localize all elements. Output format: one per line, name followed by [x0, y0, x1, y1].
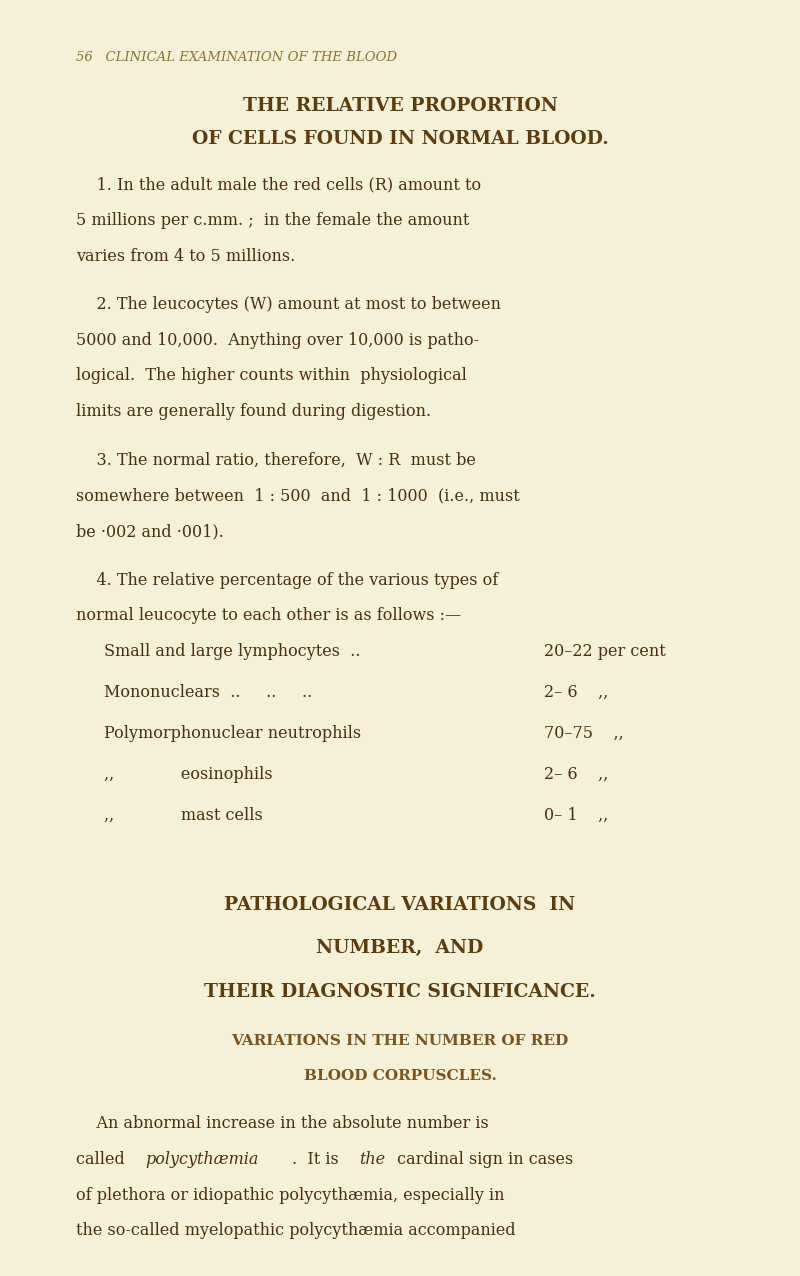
Text: polycythæmia: polycythæmia: [146, 1151, 259, 1168]
Text: 5000 and 10,000.  Anything over 10,000 is patho-: 5000 and 10,000. Anything over 10,000 is…: [76, 332, 479, 348]
Text: THEIR DIAGNOSTIC SIGNIFICANCE.: THEIR DIAGNOSTIC SIGNIFICANCE.: [204, 983, 596, 1000]
Text: An abnormal increase in the absolute number is: An abnormal increase in the absolute num…: [76, 1115, 489, 1132]
Text: VARIATIONS IN THE NUMBER OF RED: VARIATIONS IN THE NUMBER OF RED: [231, 1034, 569, 1048]
Text: 20–22 per cent: 20–22 per cent: [544, 643, 666, 660]
Text: ,,             eosinophils: ,, eosinophils: [104, 766, 273, 782]
Text: 0– 1    ,,: 0– 1 ,,: [544, 806, 608, 823]
Text: 2– 6    ,,: 2– 6 ,,: [544, 766, 608, 782]
Text: Polymorphonuclear neutrophils: Polymorphonuclear neutrophils: [104, 725, 361, 741]
Text: of plethora or idiopathic polycythæmia, especially in: of plethora or idiopathic polycythæmia, …: [76, 1187, 505, 1203]
Text: 56   CLINICAL EXAMINATION OF THE BLOOD: 56 CLINICAL EXAMINATION OF THE BLOOD: [76, 51, 397, 64]
Text: NUMBER,  AND: NUMBER, AND: [316, 939, 484, 957]
Text: 2. The leucocytes (W) amount at most to between: 2. The leucocytes (W) amount at most to …: [76, 296, 501, 313]
Text: 70–75    ,,: 70–75 ,,: [544, 725, 624, 741]
Text: the: the: [358, 1151, 385, 1168]
Text: called: called: [76, 1151, 130, 1168]
Text: 2– 6    ,,: 2– 6 ,,: [544, 684, 608, 701]
Text: somewhere between  1 : 500  and  1 : 1000  (i.e., must: somewhere between 1 : 500 and 1 : 1000 (…: [76, 487, 520, 504]
Text: be ·002 and ·001).: be ·002 and ·001).: [76, 523, 224, 540]
Text: ,,             mast cells: ,, mast cells: [104, 806, 262, 823]
Text: .  It is: . It is: [292, 1151, 344, 1168]
Text: varies from 4 to 5 millions.: varies from 4 to 5 millions.: [76, 248, 295, 264]
Text: 1. In the adult male the red cells (R) amount to: 1. In the adult male the red cells (R) a…: [76, 176, 481, 193]
Text: Small and large lymphocytes  ..: Small and large lymphocytes ..: [104, 643, 361, 660]
Text: logical.  The higher counts within  physiological: logical. The higher counts within physio…: [76, 367, 467, 384]
Text: 5 millions per c.mm. ;  in the female the amount: 5 millions per c.mm. ; in the female the…: [76, 212, 470, 228]
Text: cardinal sign in cases: cardinal sign in cases: [393, 1151, 574, 1168]
Text: limits are generally found during digestion.: limits are generally found during digest…: [76, 403, 431, 420]
Text: normal leucocyte to each other is as follows :—: normal leucocyte to each other is as fol…: [76, 607, 461, 624]
Text: THE RELATIVE PROPORTION: THE RELATIVE PROPORTION: [242, 97, 558, 115]
Text: OF CELLS FOUND IN NORMAL BLOOD.: OF CELLS FOUND IN NORMAL BLOOD.: [192, 130, 608, 148]
Text: the so-called myelopathic polycythæmia accompanied: the so-called myelopathic polycythæmia a…: [76, 1222, 516, 1239]
Text: BLOOD CORPUSCLES.: BLOOD CORPUSCLES.: [303, 1069, 497, 1083]
Text: Mononuclears  ..     ..     ..: Mononuclears .. .. ..: [104, 684, 312, 701]
Text: PATHOLOGICAL VARIATIONS  IN: PATHOLOGICAL VARIATIONS IN: [224, 896, 576, 914]
Text: 4. The relative percentage of the various types of: 4. The relative percentage of the variou…: [76, 572, 498, 588]
Text: 3. The normal ratio, therefore,  W : R  must be: 3. The normal ratio, therefore, W : R mu…: [76, 452, 476, 468]
